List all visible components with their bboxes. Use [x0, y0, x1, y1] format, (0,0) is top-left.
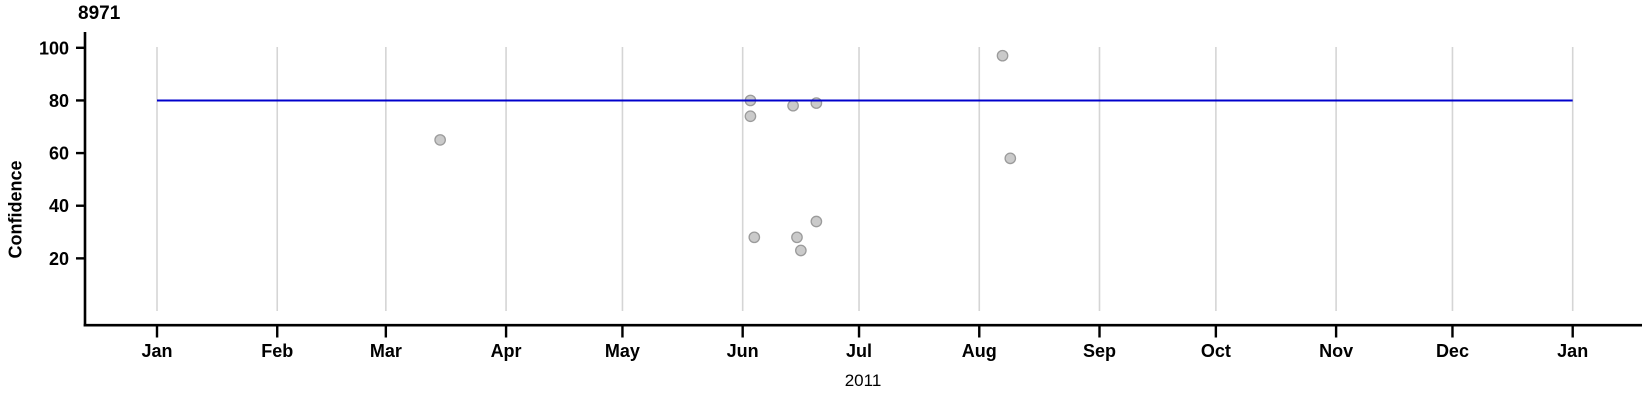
y-tick-label: 100 — [39, 38, 69, 58]
data-point[interactable] — [744, 110, 757, 123]
x-tick-label: Sep — [1083, 341, 1116, 361]
data-point[interactable] — [1004, 152, 1017, 165]
y-tick-label: 80 — [49, 91, 69, 111]
data-point[interactable] — [810, 215, 823, 228]
y-axis-title: Confidence — [5, 160, 26, 259]
x-tick-label: Mar — [370, 341, 402, 361]
data-point[interactable] — [795, 244, 807, 257]
data-point[interactable] — [996, 49, 1009, 62]
x-tick-label: Dec — [1436, 341, 1469, 361]
chart-title: 8971 — [78, 3, 121, 24]
x-tick-label: Jan — [141, 341, 172, 361]
data-point[interactable] — [787, 99, 799, 112]
data-point[interactable] — [791, 231, 803, 244]
x-axis-title: 2011 — [844, 371, 882, 390]
x-tick-label: Feb — [261, 341, 293, 361]
y-tick-label: 20 — [49, 249, 69, 269]
x-tick-label: Aug — [962, 341, 997, 361]
x-tick-label: Apr — [491, 341, 522, 361]
x-tick-label: May — [605, 341, 640, 361]
data-point[interactable] — [810, 97, 823, 109]
x-tick-label: Nov — [1319, 341, 1353, 361]
x-tick-label: Jul — [846, 341, 872, 361]
y-tick-label: 40 — [49, 196, 69, 216]
x-tick-label: Jan — [1557, 341, 1588, 361]
data-point[interactable] — [748, 231, 761, 244]
x-tick-label: Jun — [727, 341, 759, 361]
y-tick-label: 60 — [49, 144, 69, 164]
data-point[interactable] — [434, 134, 446, 146]
x-tick-label: Oct — [1201, 341, 1231, 361]
